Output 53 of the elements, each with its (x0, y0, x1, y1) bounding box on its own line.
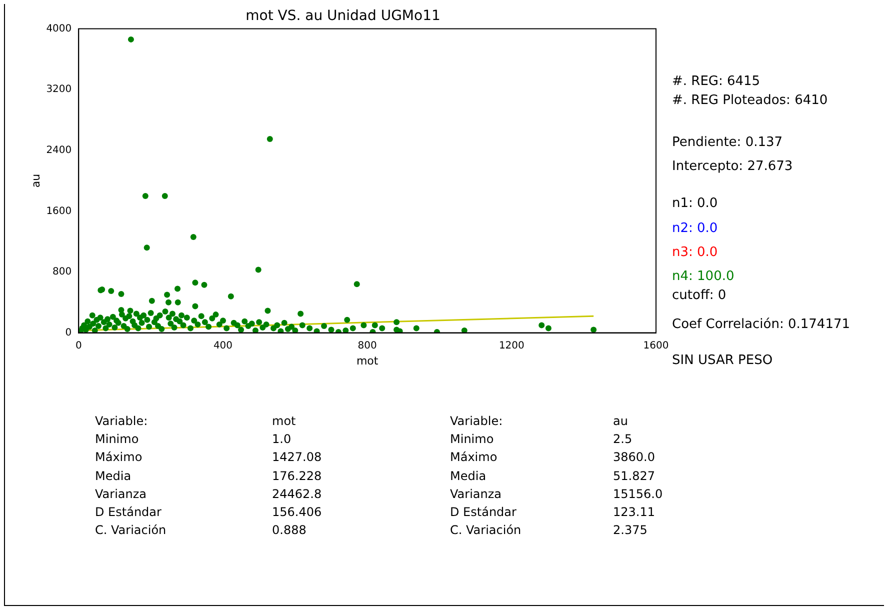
text: 51.827 (613, 469, 655, 483)
text: 24462.8 (272, 487, 322, 501)
text: 123.11 (613, 505, 655, 519)
x-axis-title: mot (356, 354, 379, 368)
text: Intercepto: 27.673 (672, 159, 793, 174)
text: Minimo (95, 432, 139, 446)
y-tick-label: 1600 (46, 206, 72, 217)
text: 3860.0 (613, 450, 655, 464)
y-tick-label: 0 (65, 327, 72, 338)
text: #. REG: 6415 (672, 74, 760, 89)
chart-title: mot VS. au Unidad UGMo11 (246, 8, 440, 24)
text: C. Variación (95, 523, 166, 537)
text: n4: 100.0 (672, 269, 734, 284)
text: C. Variación (450, 523, 522, 537)
text: Coef Correlación: 0.174171 (672, 317, 850, 332)
text: Media (450, 469, 486, 483)
text: n3: 0.0 (672, 245, 718, 260)
text: Máximo (95, 450, 142, 464)
text: n1: 0.0 (672, 196, 718, 211)
text: n2: 0.0 (672, 221, 718, 236)
text: 156.406 (272, 505, 322, 519)
x-tick-label: 1200 (498, 340, 524, 352)
text: mot (272, 414, 296, 428)
text: Minimo (450, 432, 494, 446)
text: 176.228 (272, 469, 322, 483)
text: 0.888 (272, 523, 306, 537)
y-tick-label: 800 (52, 266, 72, 278)
text: Media (95, 469, 132, 483)
text: D Estándar (95, 505, 162, 519)
text: cutoff: 0 (672, 288, 726, 303)
y-axis-title: au (29, 174, 42, 188)
text: 2.5 (613, 432, 632, 446)
text: SIN USAR PESO (672, 353, 773, 368)
y-tick-label: 4000 (46, 23, 72, 34)
y-tick-label: 2400 (46, 144, 72, 156)
text: Pendiente: 0.137 (672, 135, 783, 150)
text: Máximo (450, 450, 498, 464)
text: 1427.08 (272, 450, 322, 464)
text: D Estándar (450, 505, 516, 519)
text: Variable: (450, 414, 503, 428)
text: 1.0 (272, 432, 292, 446)
text: 15156.0 (613, 487, 663, 501)
x-tick-label: 400 (213, 340, 233, 352)
text: au (613, 414, 628, 428)
text: Varianza (450, 487, 502, 501)
text: Varianza (95, 487, 147, 501)
text: Variable: (95, 414, 148, 428)
x-tick-label: 800 (358, 340, 377, 352)
y-tick-label: 3200 (46, 84, 72, 96)
text: 2.375 (613, 523, 648, 537)
x-tick-label: 1600 (643, 340, 669, 352)
x-tick-label: 0 (75, 340, 82, 352)
text: #. REG Ploteados: 6410 (672, 93, 828, 108)
